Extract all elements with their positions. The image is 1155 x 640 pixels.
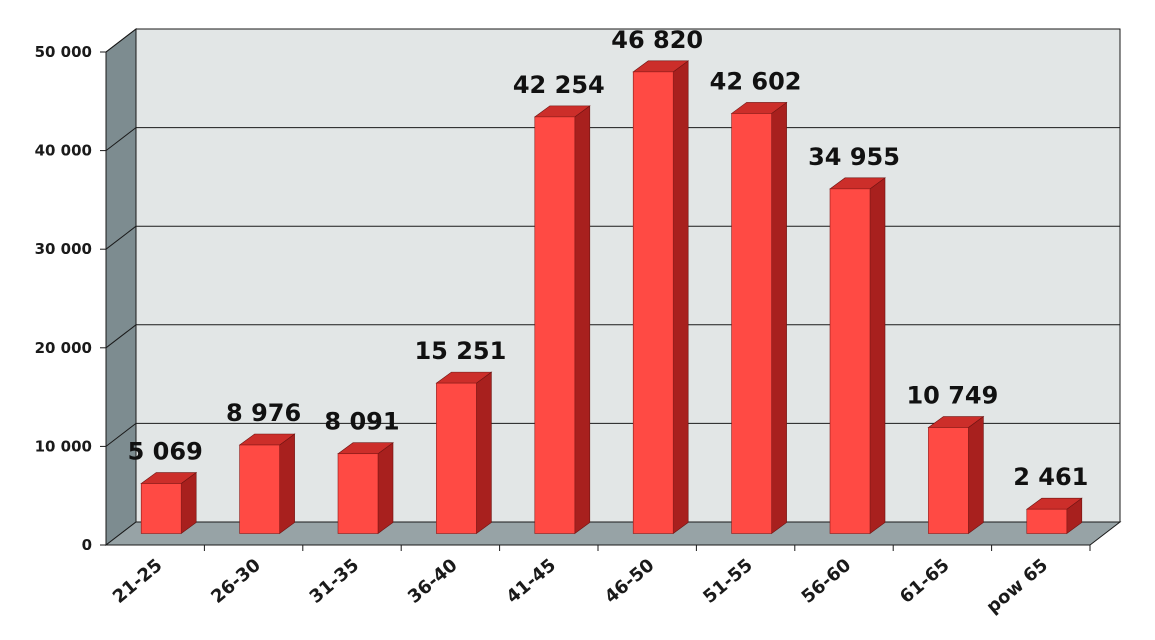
bar-front [140, 483, 182, 534]
bar [533, 105, 591, 535]
bar [632, 60, 690, 535]
gridline-side [105, 28, 137, 53]
data-label: 8 976 [226, 399, 301, 427]
x-tick-label: pow 65 [982, 555, 1052, 618]
bar-front [337, 453, 379, 534]
data-label: 42 602 [710, 67, 802, 95]
bar-side [574, 105, 591, 535]
x-tick-label: 21-25 [109, 555, 167, 608]
data-label: 10 749 [906, 382, 998, 410]
bar [1025, 497, 1083, 535]
bar-front [829, 188, 871, 534]
x-axis-tick-labels: 21-25 26-30 31-35 36-40 41-45 46-50 51-55 56-60… [109, 555, 1052, 618]
gridline-side [105, 127, 137, 151]
data-label: 8 091 [324, 408, 399, 436]
gridline-side [105, 324, 137, 349]
x-tick-label: 46-50 [601, 555, 659, 608]
x-tick-label: 41-45 [502, 555, 560, 608]
bar-side [476, 371, 492, 535]
bar-side [869, 177, 886, 535]
bar [337, 442, 394, 535]
y-tick-label: 0 [82, 536, 92, 554]
data-label: 5 069 [128, 438, 203, 466]
left-wall [105, 27, 137, 547]
y-tick-label: 40 000 [35, 142, 92, 160]
bar [140, 471, 198, 535]
bar-front [928, 427, 969, 534]
y-tick-label: 50 000 [35, 43, 92, 61]
y-tick-label: 10 000 [35, 437, 92, 455]
bar-front [239, 444, 280, 534]
bar-side [377, 442, 394, 535]
bar [829, 177, 886, 535]
data-label: 42 254 [513, 71, 605, 99]
bar-side [279, 433, 295, 535]
x-tick-label: 56-60 [798, 555, 856, 608]
data-label: 34 955 [808, 143, 900, 171]
bar [435, 371, 493, 535]
x-tick-label: 26-30 [207, 555, 265, 608]
bar-front [731, 113, 772, 534]
y-axis-tick-labels: 0 10 000 20 000 30 000 40 000 50 000 [35, 43, 92, 554]
data-label: 2 461 [1013, 463, 1088, 491]
x-tick-label: 36-40 [404, 555, 462, 608]
y-tick-label: 30 000 [35, 240, 92, 258]
bars [140, 60, 1083, 535]
x-tick-label: 31-35 [306, 555, 364, 608]
bar-side [771, 101, 787, 535]
x-tick-label: 51-55 [699, 555, 757, 608]
bar [238, 433, 296, 535]
y-tick-label: 20 000 [35, 339, 92, 357]
gridline-side [105, 225, 137, 250]
bar-front [436, 382, 477, 534]
bar-side [968, 415, 984, 535]
bar [927, 415, 985, 535]
x-tick-label: 61-65 [896, 555, 954, 608]
bar [730, 101, 788, 535]
gridline-side [105, 423, 137, 447]
bar-front [632, 71, 674, 534]
bar-side [672, 60, 689, 535]
data-label: 15 251 [414, 337, 506, 365]
data-label: 46 820 [611, 26, 703, 54]
bar-front [1026, 508, 1068, 534]
bar-front [534, 116, 576, 534]
